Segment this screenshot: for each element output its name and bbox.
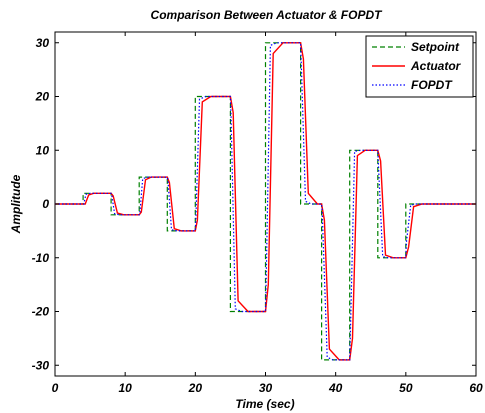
y-tick-label: 30: [36, 36, 50, 50]
tick-layer: 0 10 20 30 40 50 60 -30 -20 -10 0 10 20 30: [32, 32, 483, 395]
legend-label-setpoint: Setpoint: [411, 40, 460, 54]
legend-label-fopdt: FOPDT: [411, 78, 453, 92]
x-tick-label: 40: [328, 381, 343, 395]
y-axis-label: Amplitude: [9, 174, 23, 234]
x-tick-label: 10: [118, 381, 132, 395]
y-tick-label: -10: [32, 251, 50, 265]
legend-items: Setpoint Actuator FOPDT: [372, 40, 462, 92]
series-line-fopdt: [55, 42, 476, 361]
x-tick-label: 60: [469, 381, 483, 395]
y-tick-label: -30: [32, 358, 50, 372]
y-tick-label: -20: [32, 305, 50, 319]
chart-title: Comparison Between Actuator & FOPDT: [151, 8, 384, 22]
x-axis-label: Time (sec): [235, 397, 294, 411]
x-tick-label: 0: [52, 381, 59, 395]
y-tick-label: 0: [42, 197, 49, 211]
y-tick-label: 10: [36, 143, 50, 157]
x-tick-label: 20: [188, 381, 203, 395]
x-tick-label: 30: [259, 381, 273, 395]
legend: Setpoint Actuator FOPDT: [365, 35, 474, 98]
series-layer: [55, 42, 476, 361]
x-tick-label: 50: [399, 381, 413, 395]
legend-label-actuator: Actuator: [410, 59, 462, 73]
y-tick-label: 20: [35, 90, 50, 104]
